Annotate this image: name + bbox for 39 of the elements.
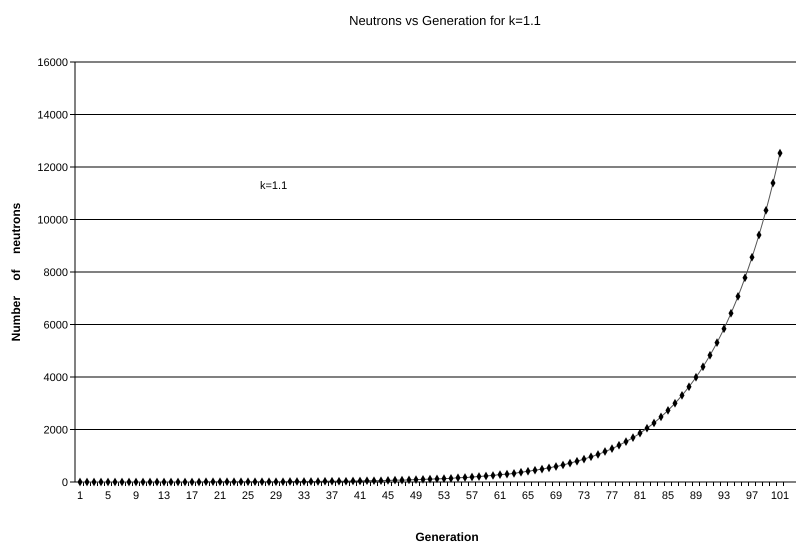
y-axis-title: Number of neutrons bbox=[9, 202, 23, 342]
x-tick-label: 1 bbox=[76, 490, 84, 502]
x-tick-label: 25 bbox=[242, 490, 254, 502]
x-tick-label: 37 bbox=[326, 490, 338, 502]
y-tick-label: 6000 bbox=[44, 320, 68, 332]
x-tick-label: 9 bbox=[132, 490, 140, 502]
x-axis-title: Generation bbox=[415, 530, 479, 544]
x-tick-label: 93 bbox=[718, 490, 730, 502]
y-tick-label: 2000 bbox=[44, 424, 68, 436]
x-tick-label: 49 bbox=[410, 490, 422, 502]
x-tick-label: 65 bbox=[522, 490, 534, 502]
annotation: k=1.1 bbox=[260, 180, 288, 192]
x-tick-label: 41 bbox=[354, 490, 366, 502]
x-tick-label: 13 bbox=[158, 490, 170, 502]
x-tick-label: 77 bbox=[606, 490, 618, 502]
y-tick-label: 16000 bbox=[37, 57, 68, 69]
x-tick-label: 29 bbox=[270, 490, 282, 502]
x-tick-label: 33 bbox=[298, 490, 310, 502]
x-tick-label: 5 bbox=[104, 490, 112, 502]
y-tick-label: 4000 bbox=[44, 372, 68, 384]
y-tick-label: 8000 bbox=[44, 267, 68, 279]
x-tick-label: 101 bbox=[770, 490, 790, 502]
x-tick-label: 89 bbox=[690, 490, 702, 502]
y-tick-label: 14000 bbox=[37, 110, 68, 122]
chart-title: Neutrons vs Generation for k=1.1 bbox=[349, 13, 541, 28]
y-tick-label: 10000 bbox=[37, 214, 68, 226]
x-tick-label: 73 bbox=[578, 490, 590, 502]
x-tick-label: 69 bbox=[550, 490, 562, 502]
x-tick-label: 45 bbox=[382, 490, 394, 502]
y-tick-label: 12000 bbox=[37, 162, 68, 174]
x-tick-label: 97 bbox=[746, 490, 758, 502]
x-tick-label: 57 bbox=[466, 490, 478, 502]
x-tick-label: 61 bbox=[494, 490, 506, 502]
x-tick-label: 85 bbox=[662, 490, 674, 502]
x-tick-label: 53 bbox=[438, 490, 450, 502]
x-tick-label: 81 bbox=[634, 490, 646, 502]
y-tick-label: 0 bbox=[62, 477, 68, 489]
x-tick-label: 21 bbox=[214, 490, 226, 502]
x-tick-label: 17 bbox=[186, 490, 198, 502]
